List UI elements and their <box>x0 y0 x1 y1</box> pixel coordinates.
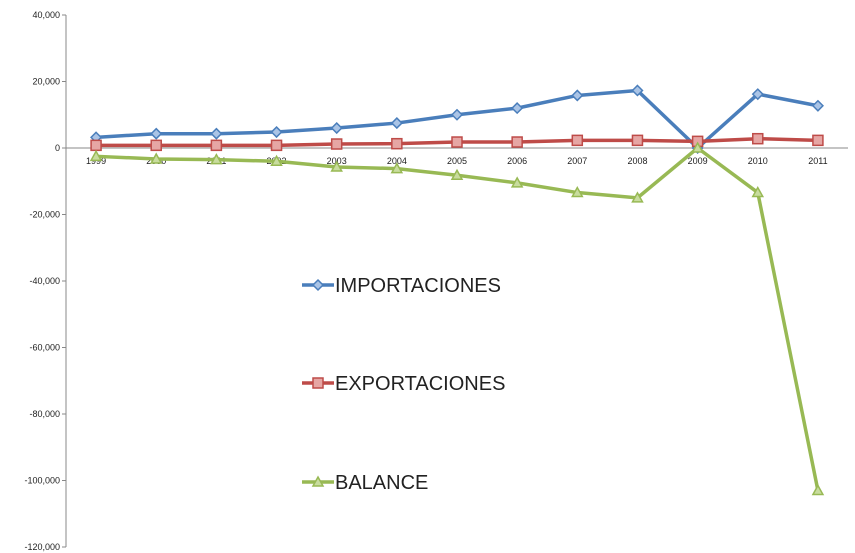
series-lines <box>89 84 825 496</box>
data-point-diamond <box>311 278 325 292</box>
data-point-triangle <box>270 154 283 167</box>
series-line <box>95 146 820 491</box>
data-point-triangle <box>311 475 325 487</box>
y-axis-ticks: 40,000 20,000 0 -20,000 -40,000 -60,000 -80,00… <box>24 10 66 552</box>
data-point-square <box>330 138 343 150</box>
data-point-diamond <box>450 108 464 121</box>
x-tick-label: 2008 <box>627 156 647 166</box>
data-point-diamond <box>511 102 524 115</box>
data-point-triangle <box>751 186 765 198</box>
x-tick-label: 2010 <box>748 156 768 166</box>
data-point-diamond <box>390 117 403 130</box>
data-point-square <box>812 134 824 147</box>
data-point-square <box>451 136 463 148</box>
data-point-triangle <box>149 152 163 164</box>
y-tick-label: 20,000 <box>32 77 60 87</box>
y-tick-label: -60,000 <box>29 343 60 353</box>
data-point-triangle <box>89 149 103 162</box>
data-point-triangle <box>811 483 825 496</box>
data-point-square <box>312 377 324 389</box>
data-point-diamond <box>751 88 764 101</box>
data-point-square <box>150 139 162 152</box>
data-point-square <box>270 139 283 152</box>
legend: IMPORTACIONES EXPORTACIONES BALANCE <box>302 275 505 494</box>
data-point-triangle <box>210 153 223 165</box>
x-tick-label: 2009 <box>688 156 708 166</box>
y-tick-label: -120,000 <box>24 542 60 552</box>
legend-label: BALANCE <box>335 472 428 494</box>
data-point-square <box>511 136 523 148</box>
data-point-diamond <box>631 84 644 97</box>
y-tick-label: 40,000 <box>32 10 60 20</box>
data-point-square <box>90 139 102 152</box>
data-point-triangle <box>691 141 704 153</box>
data-point-square <box>631 134 644 147</box>
data-point-square <box>571 134 584 147</box>
data-point-triangle <box>631 191 644 203</box>
data-point-diamond <box>330 121 343 135</box>
x-tick-label: 2005 <box>447 156 467 166</box>
data-point-triangle <box>390 162 404 174</box>
data-point-triangle <box>510 176 524 188</box>
data-point-square <box>391 137 403 150</box>
data-point-diamond <box>150 127 163 140</box>
data-point-square <box>210 139 223 152</box>
y-tick-label: -80,000 <box>29 409 60 419</box>
data-point-diamond <box>811 99 824 112</box>
data-point-triangle <box>571 186 584 198</box>
y-tick-label: -20,000 <box>29 210 60 220</box>
y-tick-label: 0 <box>55 143 60 153</box>
legend-label: EXPORTACIONES <box>335 373 505 395</box>
data-point-triangle <box>450 168 464 181</box>
data-point-diamond <box>571 89 584 102</box>
y-tick-label: -40,000 <box>29 276 60 286</box>
legend-label: IMPORTACIONES <box>335 275 501 297</box>
x-tick-label: 2011 <box>808 156 827 166</box>
x-tick-label: 2007 <box>567 156 587 166</box>
data-point-square <box>752 132 764 145</box>
x-tick-label: 2004 <box>387 156 407 166</box>
y-tick-label: -100,000 <box>24 476 60 486</box>
data-point-triangle <box>330 160 343 172</box>
data-point-diamond <box>210 127 223 140</box>
data-point-diamond <box>270 125 283 139</box>
x-tick-label: 2006 <box>507 156 527 166</box>
